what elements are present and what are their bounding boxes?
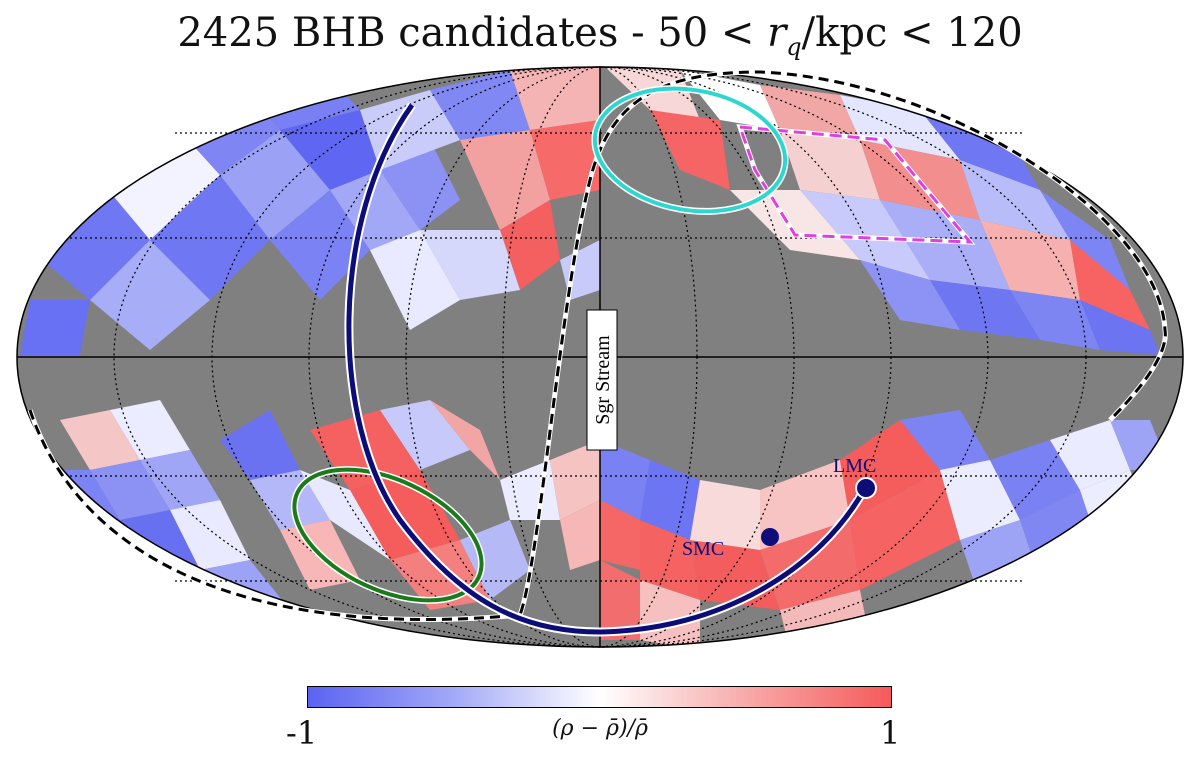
- colorbar-label: (ρ − ρ̄)/ρ̄: [552, 716, 648, 741]
- lmc-label: LMC: [833, 455, 876, 477]
- lmc-marker: [855, 477, 877, 499]
- colorbar: [307, 686, 892, 708]
- sgr-stream-label-box: Sgr Stream: [586, 309, 618, 451]
- magenta-region: [737, 125, 974, 244]
- colorbar-max-label: 1: [880, 714, 901, 752]
- map-border: [16, 66, 1184, 648]
- sgr-stream-label: Sgr Stream: [592, 335, 614, 425]
- chart-title: 2425 BHB candidates - 50 < rq/kpc < 120: [177, 10, 1023, 61]
- cyan-ellipse: [592, 86, 788, 214]
- colorbar-min-label: -1: [286, 714, 318, 752]
- green-ellipse: [292, 467, 484, 603]
- smc-marker: [761, 528, 779, 546]
- lmc-orbit: [346, 103, 868, 635]
- smc-label: SMC: [682, 538, 724, 560]
